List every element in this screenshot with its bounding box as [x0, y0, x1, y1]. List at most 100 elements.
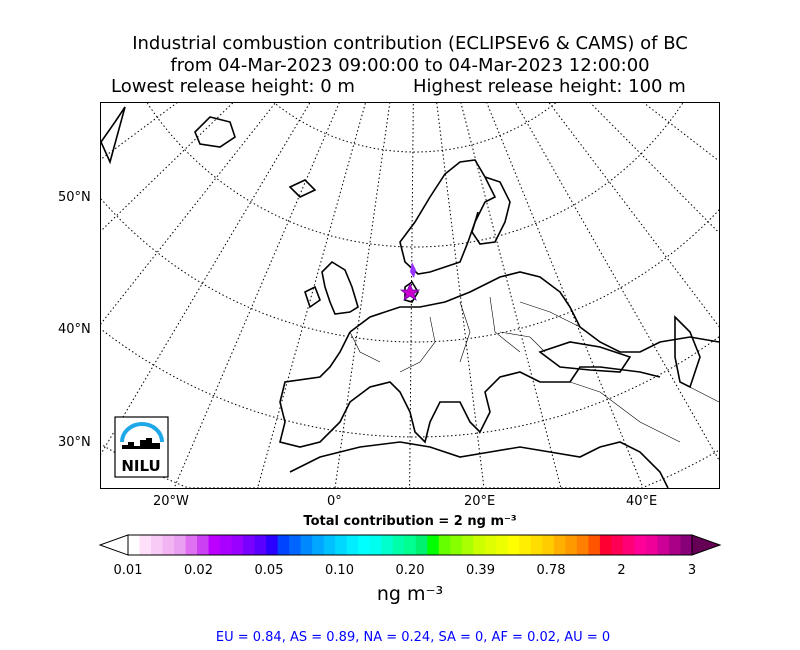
lat-label-50n: 50°N — [58, 190, 91, 205]
star-icon — [399, 282, 421, 301]
colorbar-tick-label: 0.20 — [395, 563, 425, 578]
meridian-line — [436, 102, 485, 488]
colorbar-segment — [438, 535, 451, 555]
coastlines — [100, 106, 720, 489]
colorbar-unit: ng m⁻³ — [376, 583, 444, 605]
colorbar-segment — [346, 535, 359, 555]
colorbar-segment — [404, 535, 417, 555]
colorbar-segment — [358, 535, 371, 555]
colorbar-segment — [392, 535, 405, 555]
colorbar-segment — [277, 535, 290, 555]
colorbar-segment — [254, 535, 267, 555]
colorbar-segment — [588, 535, 601, 555]
nilu-logo: NILU — [114, 416, 169, 478]
colorbar-segment — [139, 535, 152, 555]
colorbar-segment — [507, 535, 520, 555]
meridian-line — [548, 102, 720, 328]
meridian-line — [173, 102, 340, 489]
colorbar-tick-label: 0.78 — [536, 563, 566, 578]
colorbar-segment — [473, 535, 486, 555]
parallel-line — [100, 198, 720, 343]
colorbar-tick-label: 3 — [687, 563, 697, 578]
lon-label-20e: 20°E — [464, 494, 496, 509]
colorbar-segment — [128, 535, 141, 555]
colorbar-segment — [599, 535, 612, 555]
meridian-line — [100, 102, 178, 161]
colorbar-segment — [220, 535, 233, 555]
colorbar-segment — [231, 535, 244, 555]
nilu-logo-text: NILU — [121, 457, 160, 475]
meridian-line — [334, 102, 391, 489]
colorbar-segment — [323, 535, 336, 555]
lon-label-0: 0° — [327, 494, 342, 509]
colorbar-segment — [185, 535, 198, 555]
colorbar-segment — [197, 535, 210, 555]
colorbar — [98, 534, 722, 556]
colorbar-segment — [300, 535, 313, 555]
colorbar-tick-label: 0.39 — [466, 563, 495, 578]
plume-area — [410, 262, 416, 278]
colorbar-tick-label: 0.01 — [113, 563, 143, 578]
colorbar-segment — [162, 535, 175, 555]
colorbar-segment — [266, 535, 279, 555]
colorbar-segment — [668, 535, 681, 555]
colorbar-segment — [542, 535, 555, 555]
colorbar-tick-label: 2 — [617, 563, 626, 578]
lat-label-30n: 30°N — [58, 435, 91, 450]
colorbar-segment — [151, 535, 164, 555]
lat-label-40n: 40°N — [58, 322, 91, 337]
country-borders — [349, 296, 720, 443]
highest-release-height: Highest release height: 100 m — [413, 76, 686, 97]
meridian-line — [256, 103, 366, 489]
colorbar-segment — [450, 535, 463, 555]
lon-label-40e: 40°E — [626, 494, 658, 509]
meridian-line — [589, 102, 720, 234]
colorbar-tick-label: 0.02 — [184, 563, 213, 578]
colorbar-segment — [174, 535, 187, 555]
title-line-2: from 04-Mar-2023 09:00:00 to 04-Mar-2023… — [170, 55, 650, 76]
colorbar-segment — [645, 535, 658, 555]
parallel-line — [146, 102, 684, 248]
meridian-line — [100, 103, 276, 325]
colorbar-over-arrow — [691, 534, 722, 556]
colorbar-segment — [312, 535, 325, 555]
title-line-1: Industrial combustion contribution (ECLI… — [132, 33, 688, 54]
colorbar-segment — [519, 535, 532, 555]
colorbar-segment — [415, 535, 428, 555]
parallel-line — [102, 444, 719, 489]
map: NILU — [100, 102, 720, 489]
colorbar-segment — [427, 535, 440, 555]
lowest-release-height: Lowest release height: 0 m — [111, 76, 355, 97]
colorbar-segment — [634, 535, 647, 555]
colorbar-segment — [335, 535, 348, 555]
colorbar-segment — [657, 535, 670, 555]
region-contributions: EU = 0.84, AS = 0.89, NA = 0.24, SA = 0,… — [215, 630, 611, 645]
colorbar-segment — [576, 535, 589, 555]
lon-label-20w: 20°W — [153, 494, 189, 509]
colorbar-segment — [484, 535, 497, 555]
colorbar-segment — [680, 535, 693, 555]
meridian-line — [515, 103, 720, 462]
parallel-line — [274, 102, 557, 153]
meridian-line — [100, 102, 311, 456]
colorbar-segment — [289, 535, 302, 555]
meridian-line — [642, 102, 720, 162]
parallel-line — [100, 328, 720, 438]
colorbar-segment — [381, 535, 394, 555]
colorbar-tick-label: 0.05 — [254, 563, 284, 578]
colorbar-segment — [553, 535, 566, 555]
colorbar-segment — [622, 535, 635, 555]
colorbar-segment — [461, 535, 474, 555]
colorbar-segment — [208, 535, 221, 555]
colorbar-title: Total contribution = 2 ng m⁻³ — [303, 514, 517, 529]
meridian-line — [486, 102, 644, 488]
colorbar-segment — [530, 535, 543, 555]
colorbar-segment — [611, 535, 624, 555]
colorbar-segment — [243, 535, 256, 555]
colorbar-tick-label: 0.10 — [325, 563, 354, 578]
colorbar-under-arrow — [98, 534, 129, 556]
colorbar-segment — [496, 535, 509, 555]
colorbar-segment — [369, 535, 382, 555]
meridian-line — [100, 102, 234, 232]
